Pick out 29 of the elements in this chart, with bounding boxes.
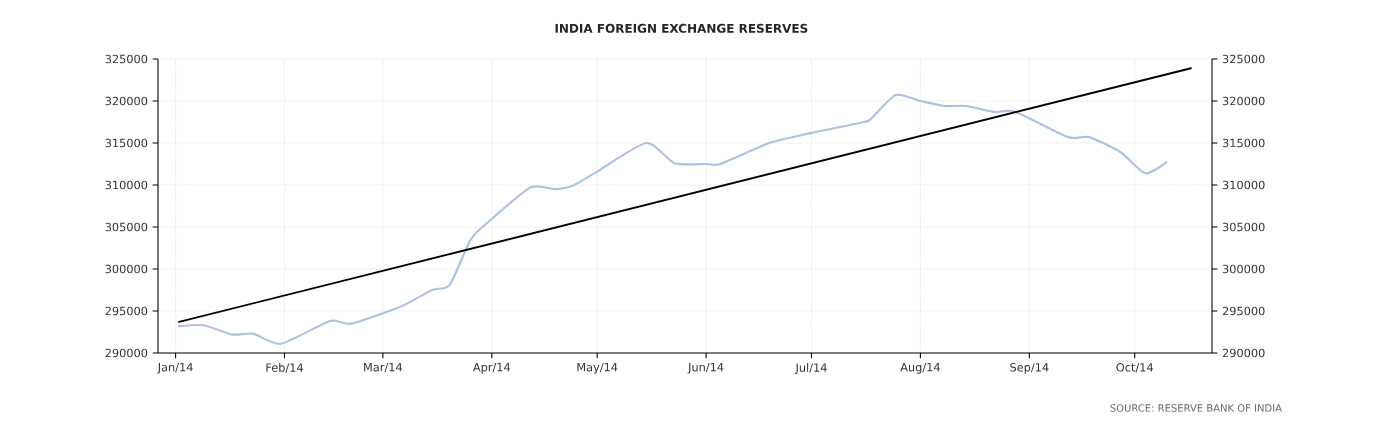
y2-tick-label: 290000 [1222,348,1265,358]
line-series [178,94,1168,345]
x-tick-label: Mar/14 [364,363,403,373]
y-tick-label: 300000 [105,264,148,274]
source-note: SOURCE: RESERVE BANK OF INDIA [1110,404,1282,412]
y2-tick-label: 305000 [1222,222,1265,232]
y-tick-label: 305000 [105,222,148,232]
x-tick-label: Jan/14 [157,363,193,374]
x-tick-label: Aug/14 [900,363,940,374]
x-tick-label: Oct/14 [1116,363,1153,373]
x-tick-label: Apr/14 [472,363,511,374]
y-tick-label: 325000 [105,54,148,64]
y2-tick-label: 295000 [1222,306,1265,316]
x-tick-label: Jul/14 [794,363,827,374]
y2-tick-label: 300000 [1222,264,1265,274]
y2-tick-label: 325000 [1222,54,1265,64]
y2-tick-label: 315000 [1222,138,1265,148]
x-tick-label: May/14 [577,363,618,374]
chart-title: INDIA FOREIGN EXCHANGE RESERVES [555,23,808,33]
x-tick-label: Feb/14 [266,363,304,373]
x-tick-label: Sep/14 [1010,363,1049,374]
y2-tick-label: 310000 [1222,180,1265,190]
y-tick-label: 315000 [105,138,148,148]
y-tick-label: 290000 [105,348,148,358]
y-tick-label: 310000 [105,180,148,190]
y-tick-label: 320000 [105,96,148,106]
y2-tick-label: 320000 [1222,96,1265,106]
y-tick-label: 295000 [105,306,148,316]
x-tick-label: Jun/14 [687,363,724,374]
